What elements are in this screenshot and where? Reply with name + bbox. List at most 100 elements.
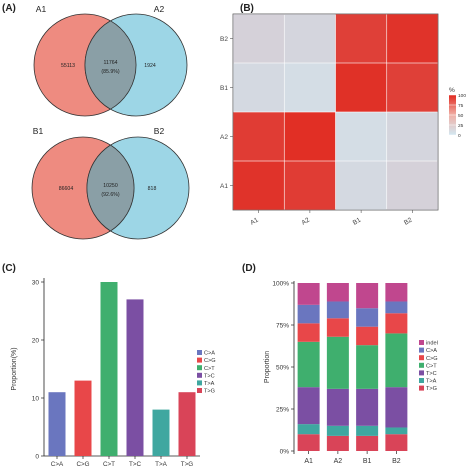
heatmap-cell [233, 63, 284, 112]
bar-d-legend-label: T>A [426, 379, 437, 385]
bar-d-y-tick-label: 100% [272, 281, 289, 288]
bar-d-segment [326, 301, 349, 319]
venn-b-right-only: 818 [148, 186, 157, 192]
heatmap-cell [335, 14, 387, 63]
bar-c-legend-label: T>C [204, 373, 215, 379]
bar-c-legend-label: C>T [204, 366, 215, 372]
bar-d-segment [326, 336, 349, 389]
bar-c-bar [100, 282, 118, 456]
bar-d-segment [326, 435, 349, 451]
bar-d-legend-label: T>G [426, 386, 437, 392]
bar-d-y-tick-label: 0% [280, 449, 290, 456]
bar-c-legend-label: C>A [204, 351, 215, 357]
venn-b-right-label: B2 [154, 126, 165, 136]
bar-d-legend-swatch [419, 340, 424, 345]
bar-d-segment [297, 387, 320, 425]
bar-d-legend-swatch [419, 347, 424, 353]
venn-a: A1 A2 55113 11764 (85.9%) 1924 [33, 4, 188, 117]
bar-c-legend-swatch [197, 357, 202, 363]
bar-d-segment [297, 304, 320, 324]
heatmap-x-label: B2 [403, 216, 414, 226]
bar-d-legend-label: indel [426, 341, 438, 347]
heatmap-cell [335, 161, 387, 210]
bar-d-segment [297, 434, 320, 451]
bar-d-segment [326, 283, 349, 302]
bar-d-segment [326, 425, 349, 436]
venn-b: B1 B2 86604 10250 (92.6%) 818 [31, 126, 190, 240]
heatmap-cell [284, 14, 336, 63]
heatmap-cell [284, 161, 336, 210]
bar-d-segment [297, 323, 320, 342]
bar-d-y-label: Proportion [264, 351, 271, 383]
bar-d-legend-swatch [419, 355, 424, 361]
panel-label-c: (C) [2, 263, 16, 274]
bar-d-segment [356, 388, 379, 426]
venn-a-overlap-pct: (85.9%) [101, 69, 119, 75]
panel-label-a: (A) [2, 3, 16, 14]
venn-a-right-label: A2 [154, 4, 165, 14]
heatmap-y-label: B2 [220, 36, 228, 43]
bar-d-segment [356, 435, 379, 451]
bar-c-y-tick-label: 20 [32, 338, 40, 345]
bar-d-y-tick-label: 75% [276, 323, 289, 330]
bar-d-legend-label: C>G [426, 356, 438, 362]
bar-d-segment [356, 283, 379, 309]
bar-d-segment [385, 427, 408, 435]
heatmap-cell [284, 112, 336, 161]
bar-d-x-label: A2 [334, 458, 343, 465]
heatmap-cell [284, 63, 336, 112]
bar-c-x-label: T>G [181, 461, 194, 468]
heatmap-legend-label: 50 [458, 113, 464, 119]
bar-d-segment [385, 301, 408, 314]
bar-c-bar [126, 299, 144, 456]
heatmap-y-label: A1 [220, 183, 228, 190]
venn-b-overlap-pct: (92.6%) [101, 192, 119, 198]
heatmap-cell [387, 63, 438, 112]
bar-d-segment [356, 425, 379, 436]
bar-c-legend-label: T>G [204, 389, 215, 395]
bar-c-x-label: C>T [103, 461, 115, 468]
heatmap-x-label: B1 [352, 216, 363, 226]
bar-c-bar [74, 380, 92, 456]
bar-c-x-label: C>G [76, 461, 89, 468]
heatmap-frame [232, 13, 439, 211]
heatmap: A1 A2 B1 B2 A1 A2 B1 B2% 0 25 50 75 100 [220, 13, 466, 227]
bar-d-legend-label: C>A [426, 348, 437, 354]
venn-a-overlap [84, 20, 137, 110]
bar-d-legend-swatch [419, 370, 424, 376]
bar-d-legend-label: C>T [426, 363, 437, 369]
bar-d-segment [385, 434, 408, 451]
heatmap-x-label: A1 [249, 216, 260, 226]
bar-c-legend-swatch [197, 350, 202, 355]
bar-c-bar [48, 392, 66, 456]
heatmap-legend-label: 0 [458, 133, 461, 139]
bar-d-segment [297, 424, 320, 435]
heatmap-legend-label: 100 [458, 93, 466, 99]
venn-a-left-label: A1 [36, 4, 47, 14]
heatmap-cell [387, 112, 438, 161]
heatmap-legend-title: % [449, 87, 455, 94]
bar-c-legend-label: C>G [204, 358, 216, 364]
heatmap-y-label: A2 [220, 134, 228, 141]
bar-d-segment [385, 313, 408, 334]
panel-label-b: (B) [240, 3, 254, 14]
bar-d-segment [385, 387, 408, 428]
bar-d-legend-swatch [419, 362, 424, 368]
bar-d-segment [385, 333, 408, 388]
panel-label-d: (D) [242, 263, 256, 274]
bar-c-bar [178, 392, 196, 456]
bar-c-y-tick-label: 30 [32, 280, 40, 287]
bar-c-y-tick-label: 0 [35, 454, 39, 461]
venn-a-left-only: 55113 [61, 63, 75, 69]
bar-d-segment [356, 345, 379, 389]
bar-d-segment [326, 388, 349, 426]
venn-b-left-only: 86604 [59, 186, 74, 192]
bar-d-y-tick-label: 25% [276, 407, 289, 414]
bar-d-legend-swatch [419, 385, 424, 391]
heatmap-cell [335, 112, 387, 161]
bar-c-x-label: T>C [129, 461, 142, 468]
bar-d-segment [356, 326, 379, 346]
bar-c-legend-swatch [197, 388, 202, 393]
